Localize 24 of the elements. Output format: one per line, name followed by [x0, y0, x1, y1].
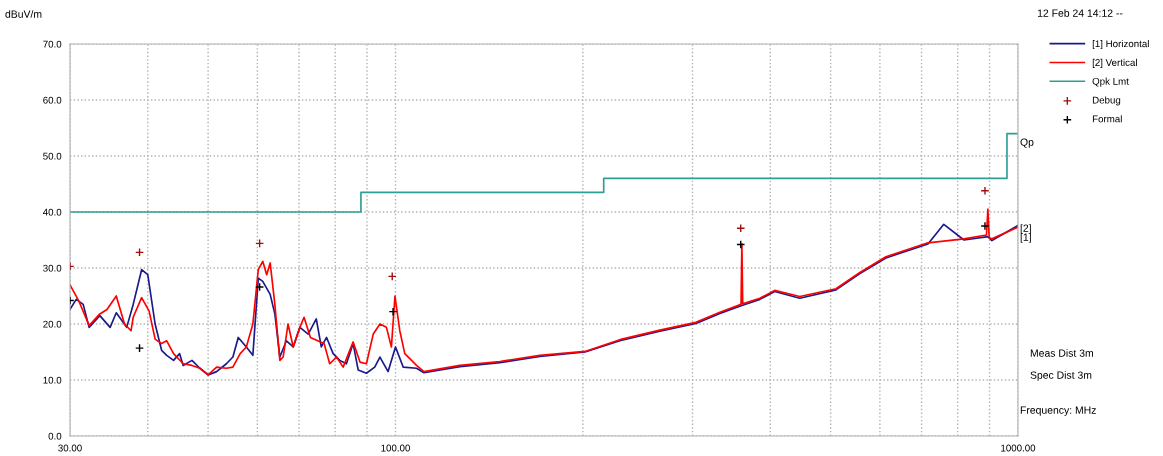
- y-tick-label: 50.0: [43, 152, 62, 160]
- y-tick-label: 40.0: [42, 208, 62, 216]
- y-tick-label: 30.0: [43, 264, 62, 272]
- text: Meas Dist 3m: [1030, 349, 1093, 357]
- y-tick-label: 20.0: [43, 320, 62, 328]
- x-tick-label: 1000.00: [1001, 444, 1036, 452]
- legend-label: [2] Vertical: [1092, 58, 1137, 68]
- text: 12 Feb 24 14:12 --: [1037, 9, 1123, 17]
- text: [2]: [1020, 224, 1031, 234]
- y-axis-title: dBuV/m: [5, 10, 42, 18]
- legend-label: Formal: [1092, 115, 1122, 123]
- text: Spec Dist 3m: [1030, 371, 1092, 381]
- text: Qp: [1020, 138, 1034, 148]
- y-tick-label: 10.0: [43, 376, 62, 384]
- legend-label: Debug: [1092, 96, 1121, 106]
- text: [1]: [1020, 233, 1031, 243]
- y-tick-label: 60.0: [43, 96, 62, 104]
- text: Frequency: MHz: [1020, 406, 1096, 416]
- legend-label: [1] Horizontal: [1092, 40, 1149, 50]
- y-tick-label: 70.0: [43, 40, 62, 48]
- x-tick-label: 100.00: [381, 444, 410, 452]
- x-tick-label: 30.00: [58, 444, 82, 452]
- y-tick-label: 0.0: [48, 432, 62, 440]
- legend-label: Qpk Lmt: [1092, 77, 1129, 87]
